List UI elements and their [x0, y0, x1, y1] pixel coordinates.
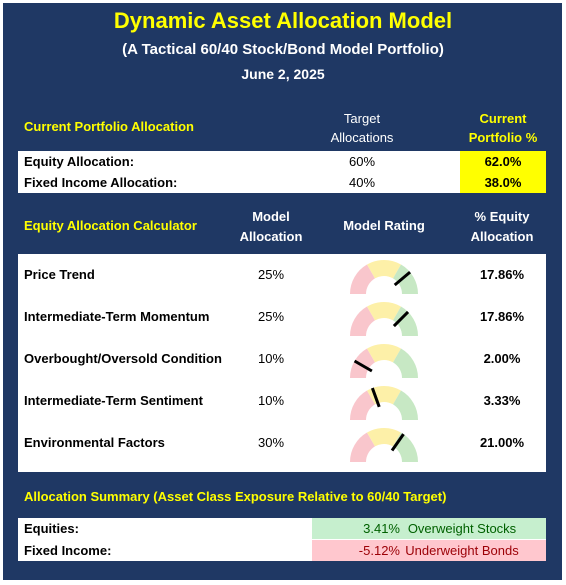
gauge	[350, 302, 418, 337]
allocation-value: 30%	[257, 435, 285, 450]
gauge-band	[392, 390, 418, 421]
summary-note: Overweight Stocks	[407, 521, 517, 536]
gauge-band	[367, 386, 401, 405]
gauge-band	[367, 302, 401, 321]
gauge-band	[350, 306, 376, 337]
row-label: Equities:	[24, 521, 79, 536]
allocation-value: 25%	[257, 309, 285, 324]
gauge	[350, 260, 418, 295]
summary-value: 3.41%	[363, 521, 400, 536]
gauge-needle	[353, 359, 373, 373]
equity-value: 21.00%	[479, 435, 525, 450]
row-label: Intermediate-Term Momentum	[24, 309, 210, 324]
gauge-needle	[392, 310, 410, 328]
row-label: Equity Allocation:	[24, 154, 135, 169]
gauge-band	[392, 306, 418, 337]
target-value: 60%	[348, 154, 376, 169]
column-heading: Target Allocations	[330, 111, 394, 145]
section-heading: Equity Allocation Calculator	[24, 218, 197, 233]
target-value: 40%	[348, 175, 376, 190]
row-label: Fixed Income Allocation:	[24, 175, 178, 190]
gauge-needle	[390, 433, 405, 452]
column-heading: Current Portfolio %	[468, 111, 538, 145]
gauge	[350, 386, 418, 421]
equity-value: 17.86%	[479, 309, 525, 324]
gauge-band	[350, 432, 376, 463]
column-heading: % Equity Allocation	[470, 209, 534, 244]
gauge	[350, 428, 418, 463]
table	[18, 151, 546, 193]
row-label: Environmental Factors	[24, 435, 165, 450]
row-label: Intermediate-Term Sentiment	[24, 393, 203, 408]
summary-note: Underweight Bonds	[405, 543, 519, 558]
gauge-band	[367, 260, 401, 279]
row-label: Fixed Income:	[24, 543, 112, 558]
current-value: 62.0%	[484, 154, 522, 169]
column-heading: Model Allocation	[239, 209, 303, 244]
gauge-needle	[393, 270, 412, 287]
title: Dynamic Asset Allocation Model	[113, 8, 453, 33]
allocation-value: 10%	[257, 393, 285, 408]
gauge-band	[367, 344, 401, 363]
row-label: Overbought/Oversold Condition	[24, 351, 222, 366]
summary-value: -5.12%	[358, 543, 400, 558]
current-value: 38.0%	[484, 175, 522, 190]
subtitle: (A Tactical 60/40 Stock/Bond Model Portf…	[122, 41, 444, 58]
section-heading: Current Portfolio Allocation	[24, 119, 194, 134]
gauge-band	[392, 264, 418, 295]
equity-value: 17.86%	[479, 267, 525, 282]
gauge-band	[367, 428, 401, 447]
row-label: Price Trend	[24, 267, 95, 282]
positive-cell	[312, 518, 546, 539]
gauge-needle	[370, 387, 381, 408]
equity-value: 2.00%	[483, 351, 521, 366]
gauge	[350, 344, 418, 379]
section-heading: Allocation Summary (Asset Class Exposure…	[24, 489, 447, 504]
table	[18, 254, 546, 472]
date: June 2, 2025	[241, 66, 325, 82]
allocation-value: 10%	[257, 351, 285, 366]
gauge-band	[392, 348, 418, 379]
column-heading: Model Rating	[343, 218, 425, 233]
negative-cell	[312, 540, 546, 561]
gauge-band	[350, 390, 376, 421]
allocation-value: 25%	[257, 267, 285, 282]
equity-value: 3.33%	[483, 393, 521, 408]
highlight-cell	[460, 151, 546, 193]
gauge-band	[350, 264, 376, 295]
